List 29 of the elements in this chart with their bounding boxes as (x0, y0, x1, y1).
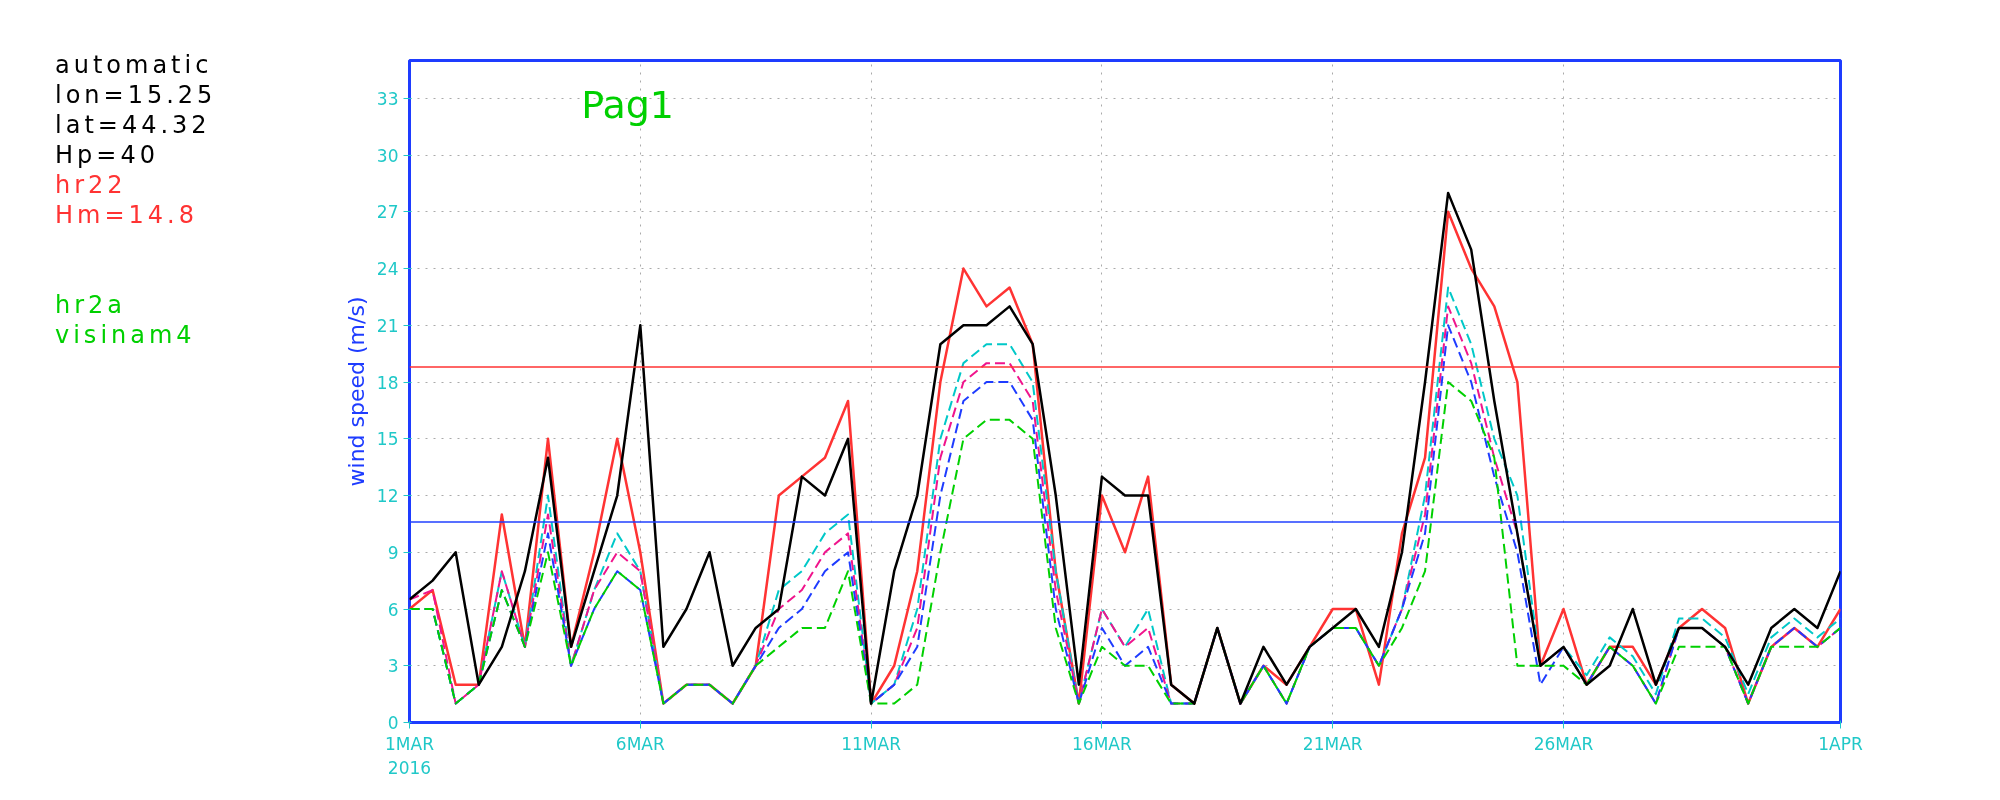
y-tick-label: 21 (376, 315, 399, 336)
text: lat=44.32 (55, 110, 212, 140)
y-tick-label: 0 (387, 713, 399, 733)
y-tick-label: 3 (387, 656, 399, 677)
x-tick-label: 21MAR (1302, 733, 1363, 754)
text: visinam4 (55, 320, 197, 350)
y-tick-label: 15 (376, 429, 399, 450)
text: hr2a (55, 290, 128, 320)
y-tick-label: 27 (376, 202, 399, 223)
y-tick-label: 33 (376, 88, 399, 109)
y-tick-label: 9 (387, 542, 399, 563)
x-tick-label: 1MAR 2016 (385, 733, 435, 778)
y-tick-label: 12 (376, 486, 399, 507)
x-tick-label: 6MAR (615, 733, 665, 754)
text: Pag1 (581, 82, 675, 127)
text: Hp=40 (55, 140, 160, 170)
y-tick-label: 18 (376, 372, 399, 393)
y-tick-label: 30 (376, 145, 399, 166)
text: lon=15.25 (55, 80, 217, 110)
x-tick-label: 11MAR (841, 733, 902, 754)
text: automatic (55, 50, 214, 80)
y-axis-title: wind speed (m/s) (343, 296, 369, 487)
y-tick-label: 24 (376, 259, 399, 280)
x-tick-label: 26MAR (1533, 733, 1594, 754)
y-tick-label: 6 (387, 599, 399, 620)
text: Hm=14.8 (55, 200, 199, 230)
x-tick-label: 1APR (1818, 733, 1863, 754)
text: hr22 (55, 170, 128, 200)
x-tick-label: 16MAR (1072, 733, 1132, 754)
